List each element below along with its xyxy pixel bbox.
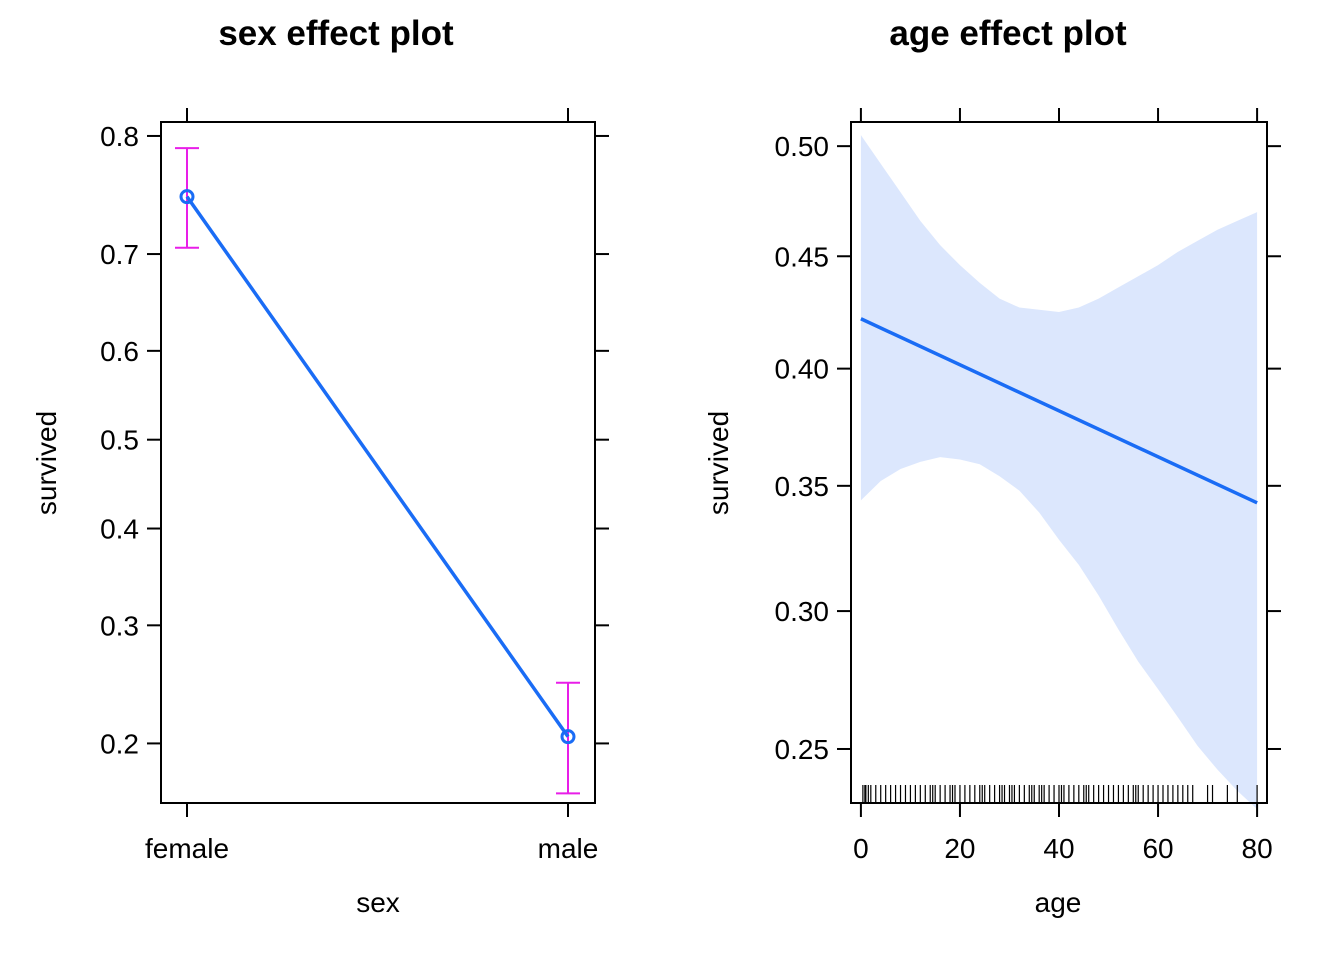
x-tick-label: 60 (1142, 833, 1173, 864)
chart-title: sex effect plot (218, 14, 454, 53)
plot-area (860, 135, 1258, 810)
y-tick-label: 0.40 (775, 354, 830, 385)
sex-effect-panel: sex effect plot 0.2 0.3 0.4 0.5 0.6 0.7 0.8 fem… (31, 14, 609, 918)
data-point (560, 729, 576, 745)
chart-title: age effect plot (889, 14, 1127, 53)
plot-frame (160, 121, 596, 804)
x-tick-label: male (538, 833, 599, 864)
y-axis-label: survived (703, 411, 734, 515)
x-tick-label: female (145, 833, 229, 864)
series-line (860, 317, 1258, 505)
y-tick-label: 0.50 (775, 131, 830, 162)
data-point (179, 189, 195, 205)
x-tick-label: 0 (853, 833, 869, 864)
y-tick-label: 0.5 (100, 425, 139, 456)
axis-ticks: 0.25 0.30 0.35 0.40 0.45 0.50 0 20 40 60 80 (775, 108, 1281, 864)
y-tick-label: 0.35 (775, 471, 830, 502)
y-tick-label: 0.30 (775, 596, 830, 627)
y-tick-label: 0.2 (100, 728, 139, 759)
y-tick-label: 0.25 (775, 734, 830, 765)
confidence-band (860, 135, 1258, 810)
series-line (185, 195, 570, 738)
y-tick-label: 0.45 (775, 241, 830, 272)
y-tick-label: 0.3 (100, 610, 139, 641)
x-axis-label: sex (356, 887, 400, 918)
y-tick-label: 0.4 (100, 514, 139, 545)
y-tick-label: 0.7 (100, 239, 139, 270)
y-axis-label: survived (31, 411, 62, 515)
x-tick-label: 80 (1242, 833, 1273, 864)
x-tick-label: 40 (1043, 833, 1074, 864)
plot-area (175, 147, 580, 795)
axis-ticks: 0.2 0.3 0.4 0.5 0.6 0.7 0.8 female male (100, 108, 609, 864)
y-tick-label: 0.8 (100, 121, 139, 152)
y-tick-label: 0.6 (100, 336, 139, 367)
x-tick-label: 20 (944, 833, 975, 864)
x-axis-label: age (1035, 887, 1082, 918)
age-effect-panel: age effect plot 0.25 0.30 0.35 0.40 0.45 0.50… (703, 14, 1281, 918)
